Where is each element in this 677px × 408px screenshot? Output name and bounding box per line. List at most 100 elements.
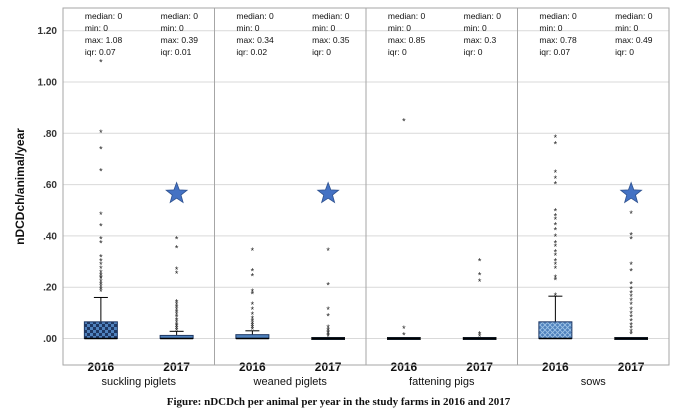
y-tick-label: .40 (43, 231, 57, 242)
outlier-point: * (554, 264, 558, 274)
stat-line: iqr: 0 (388, 47, 407, 57)
stat-line: max: 0.39 (161, 35, 199, 45)
outlier-point: * (326, 327, 330, 337)
outlier-point: * (99, 234, 103, 244)
outlier-point: * (175, 269, 179, 279)
outlier-point: * (478, 332, 482, 342)
outlier-point: * (402, 324, 406, 334)
stat-line: max: 1.08 (85, 35, 123, 45)
outlier-point: * (554, 242, 558, 252)
group-label: weaned piglets (253, 376, 328, 388)
outlier-point: * (554, 256, 558, 266)
outlier-point: * (554, 220, 558, 230)
outlier-point: * (99, 270, 103, 280)
outlier-point: * (99, 279, 103, 289)
outlier-point: * (251, 287, 255, 297)
x-category-label: 2016 (391, 360, 418, 374)
y-tick-label: .80 (43, 129, 57, 140)
stat-line: median: 0 (615, 11, 653, 21)
outlier-point: * (175, 308, 179, 318)
outlier-point: * (251, 314, 255, 324)
outlier-point: * (99, 128, 103, 138)
outlier-point: * (478, 277, 482, 287)
stat-line: iqr: 0.01 (161, 47, 192, 57)
outlier-point: * (251, 325, 255, 335)
outlier-point: * (478, 270, 482, 280)
outlier-point: * (175, 320, 179, 330)
stat-line: iqr: 0 (615, 47, 634, 57)
outlier-point: * (554, 140, 558, 150)
outlier-point: * (554, 133, 558, 143)
outlier-point: * (554, 225, 558, 235)
outlier-point: * (99, 268, 103, 278)
stat-line: max: 0.35 (312, 35, 350, 45)
outlier-point: * (478, 329, 482, 339)
outlier-point: * (175, 243, 179, 253)
outlier-point: * (175, 305, 179, 315)
stat-line: min: 0 (615, 23, 638, 33)
stat-line: min: 0 (464, 23, 487, 33)
outlier-point: * (326, 330, 330, 340)
outlier-point: * (629, 267, 633, 277)
outlier-point: * (478, 256, 482, 266)
outlier-point: * (99, 57, 103, 67)
outlier-point: * (99, 166, 103, 176)
stat-line: median: 0 (312, 11, 350, 21)
stat-line: median: 0 (388, 11, 426, 21)
outlier-point: * (402, 331, 406, 341)
outlier-point: * (629, 317, 633, 327)
outlier-point: * (251, 321, 255, 331)
stat-line: min: 0 (85, 23, 108, 33)
outlier-point: * (554, 168, 558, 178)
outlier-point: * (175, 322, 179, 332)
y-tick-label: .00 (43, 334, 57, 345)
group-label: sows (581, 376, 607, 388)
x-category-label: 2017 (618, 360, 645, 374)
outlier-point: * (99, 287, 103, 297)
outlier-point: * (554, 291, 558, 301)
outlier-point: * (629, 305, 633, 315)
outlier-point: * (326, 323, 330, 333)
stat-line: iqr: 0 (464, 47, 483, 57)
x-category-label: 2017 (163, 360, 190, 374)
outlier-point: * (251, 317, 255, 327)
stat-line: min: 0 (539, 23, 562, 33)
outlier-point: * (99, 145, 103, 155)
group-label: suckling piglets (101, 376, 176, 388)
outlier-point: * (251, 319, 255, 329)
y-tick-label: .20 (43, 283, 57, 294)
box-rect (83, 321, 118, 340)
stat-line: iqr: 0.07 (85, 47, 116, 57)
outlier-point: * (629, 279, 633, 289)
outlier-point: * (629, 231, 633, 241)
outlier-point: * (629, 260, 633, 270)
stat-line: iqr: 0.07 (539, 47, 570, 57)
outlier-point: * (629, 292, 633, 302)
y-axis-label: nDCDch/animal/year (13, 128, 27, 245)
outlier-point: * (629, 284, 633, 294)
outlier-point: * (251, 246, 255, 256)
outlier-point: * (554, 174, 558, 184)
outlier-point: * (175, 300, 179, 310)
plot-frame (62, 7, 670, 366)
outlier-point: * (326, 311, 330, 321)
outlier-point: * (251, 310, 255, 320)
outlier-point: * (554, 247, 558, 257)
stat-line: max: 0.49 (615, 35, 653, 45)
outlier-point: * (326, 332, 330, 342)
stat-line: min: 0 (312, 23, 335, 33)
y-tick-label: 1.00 (38, 78, 58, 89)
stat-line: median: 0 (161, 11, 199, 21)
outlier-point: * (99, 222, 103, 232)
outlier-point: * (175, 313, 179, 323)
stat-line: max: 0.78 (539, 35, 577, 45)
stat-line: median: 0 (464, 11, 502, 21)
outlier-point: * (251, 272, 255, 282)
stat-line: max: 0.85 (388, 35, 426, 45)
stat-line: median: 0 (236, 11, 274, 21)
outlier-point: * (629, 324, 633, 334)
outlier-point: * (99, 252, 103, 262)
outlier-point: * (629, 327, 633, 337)
outlier-point: * (175, 302, 179, 312)
